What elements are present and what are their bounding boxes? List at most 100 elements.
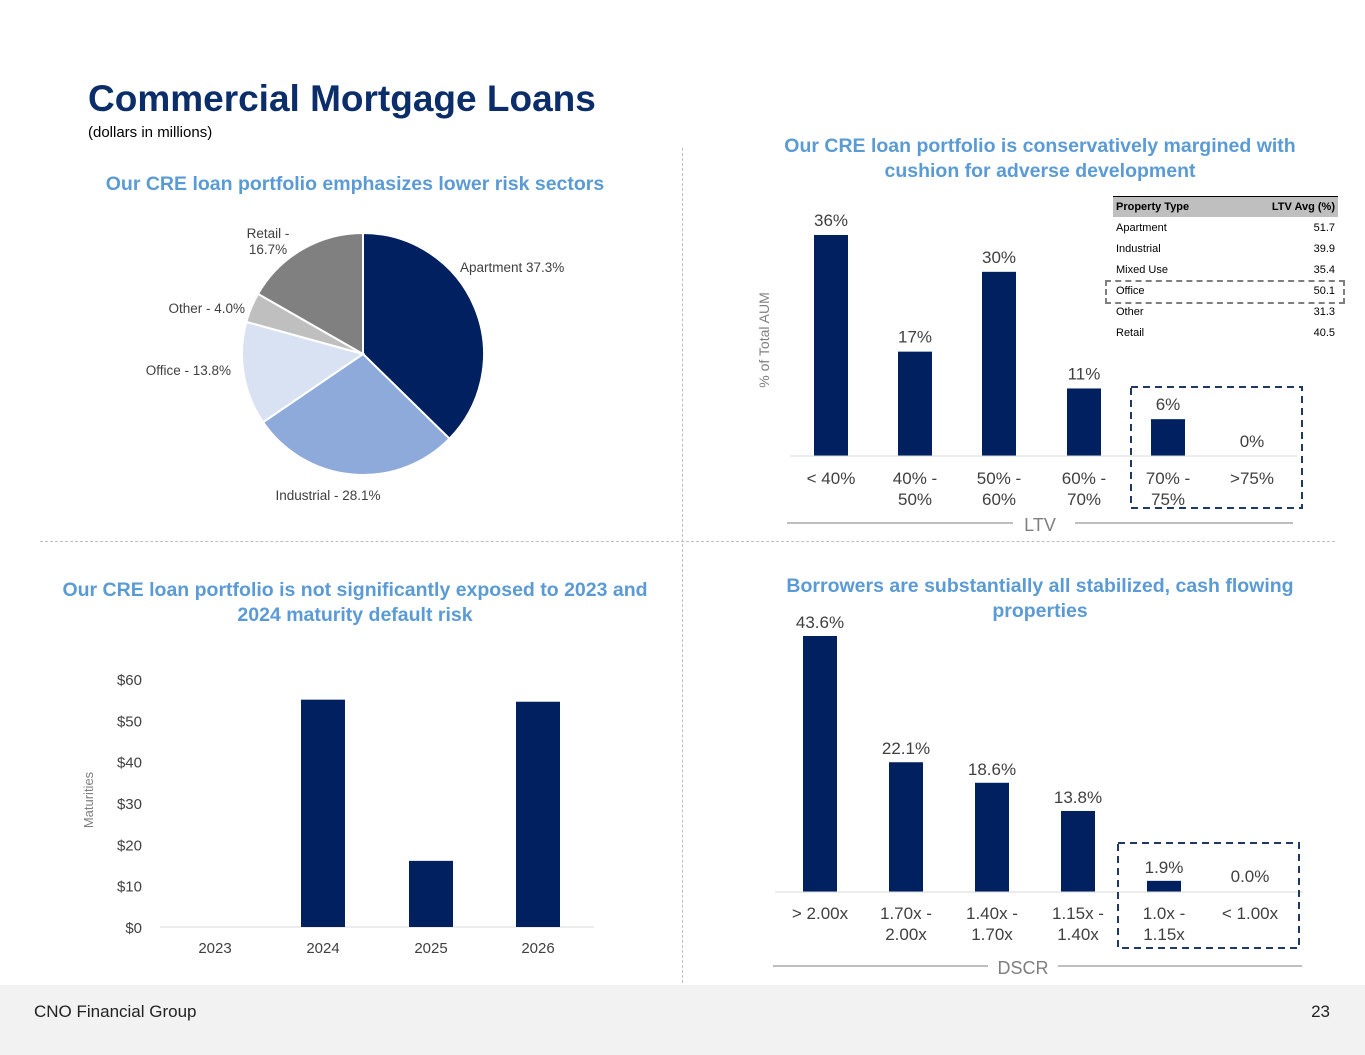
- ltv-table-cell: 35.4: [1313, 263, 1335, 276]
- table-row: Other 31.3: [1113, 301, 1338, 322]
- maturity-tick-label: $40: [117, 755, 142, 772]
- maturity-bar-chart: $0 $10 $20 $30 $40 $50 $60 2023 2024 2025 2026 Ma…: [81, 672, 594, 957]
- ltv-category-label: 50% -60%: [977, 469, 1021, 509]
- maturity-tick-label: $60: [117, 672, 142, 689]
- page-number: 23: [1311, 1002, 1330, 1021]
- ltv-table-cell: Other: [1116, 305, 1144, 318]
- ltv-data-label: 30%: [982, 248, 1016, 267]
- dscr-data-label: 13.8%: [1054, 788, 1102, 807]
- ltv-table-cell: 51.7: [1313, 221, 1335, 234]
- dscr-category-label: 1.15x -1.40x: [1052, 904, 1104, 944]
- ltv-bar: [982, 271, 1016, 456]
- ltv-table-cell: 39.9: [1313, 242, 1335, 255]
- maturity-bar: [516, 701, 560, 927]
- dscr-bar: [1147, 880, 1181, 892]
- pie-label: Office - 13.8%: [146, 363, 231, 378]
- ltv-ylabel: % of Total AUM: [756, 292, 772, 387]
- ltv-table-cell: Apartment: [1116, 221, 1167, 234]
- footer-company: CNO Financial Group: [34, 1002, 197, 1021]
- pie-slice: [241, 320, 366, 424]
- ltv-table-header-avg: LTV Avg (%): [1233, 196, 1338, 217]
- ltv-category-label: 60% -70%: [1062, 469, 1106, 509]
- vertical-divider: [682, 148, 683, 998]
- ltv-table-cell: Retail: [1116, 326, 1145, 339]
- page-subtitle: (dollars in millions): [88, 124, 213, 141]
- dscr-highlight-box: [1117, 842, 1300, 949]
- ltv-bar: [898, 351, 932, 456]
- ltv-table-cell: Industrial: [1116, 242, 1161, 255]
- ltv-category-label: 70% -75%: [1146, 469, 1190, 509]
- ltv-xlabel: LTV: [1024, 515, 1056, 535]
- table-row: Mixed Use 35.4: [1113, 259, 1338, 280]
- maturity-category-label: 2023: [198, 940, 231, 957]
- page-title: Commercial Mortgage Loans: [88, 78, 596, 119]
- ltv-bar: [1151, 419, 1185, 456]
- ltv-bar: [814, 235, 848, 456]
- dscr-bar: [803, 636, 837, 892]
- maturity-category-label: 2025: [414, 940, 447, 957]
- dscr-category-label: 1.40x -1.70x: [966, 904, 1018, 944]
- pie-label: Industrial - 28.1%: [275, 488, 380, 503]
- dscr-category-label: 1.0x -1.15x: [1143, 904, 1186, 944]
- ltv-heading: Our CRE loan portfolio is conservatively…: [784, 135, 1296, 182]
- maturity-bar: [409, 860, 453, 927]
- ltv-data-label: 17%: [898, 328, 932, 347]
- ltv-table-cell: 40.5: [1313, 326, 1335, 339]
- maturity-bar: [301, 699, 345, 927]
- maturity-tick-label: $30: [117, 796, 142, 813]
- ltv-data-label: 6%: [1156, 395, 1181, 414]
- maturity-tick-label: $0: [125, 920, 142, 937]
- pie-label: Other - 4.0%: [168, 301, 245, 316]
- maturity-ylabel: Maturities: [81, 771, 96, 828]
- table-row: Retail 40.5: [1113, 322, 1338, 343]
- sectors-heading: Our CRE loan portfolio emphasizes lower …: [105, 173, 605, 195]
- pie-label: Retail -16.7%: [247, 226, 290, 257]
- ltv-bar: [1067, 388, 1101, 456]
- dscr-data-label: 1.9%: [1145, 858, 1184, 877]
- ltv-category-label: >75%: [1230, 469, 1274, 488]
- maturity-heading: Our CRE loan portfolio is not significan…: [62, 579, 648, 626]
- dscr-category-label: < 1.00x: [1222, 904, 1279, 923]
- ltv-table: Property Type LTV Avg (%) Apartment 51.7 …: [1113, 196, 1338, 343]
- dscr-category-label: 1.70x -2.00x: [880, 904, 932, 944]
- dscr-bar: [975, 782, 1009, 892]
- dscr-xlabel: DSCR: [997, 958, 1048, 978]
- dscr-bar: [889, 762, 923, 892]
- ltv-table-cell: 50.1: [1313, 284, 1335, 297]
- table-row: Apartment 51.7: [1113, 217, 1338, 238]
- ltv-table-cell: Mixed Use: [1116, 263, 1168, 276]
- dscr-category-label: > 2.00x: [792, 904, 849, 923]
- maturity-category-label: 2024: [306, 940, 339, 957]
- ltv-data-label: 0%: [1240, 432, 1265, 451]
- maturity-tick-label: $50: [117, 713, 142, 730]
- sector-pie-chart: Apartment 37.3% Industrial - 28.1% Office …: [146, 226, 565, 503]
- maturity-category-label: 2026: [521, 940, 554, 957]
- dscr-data-label: 0.0%: [1231, 867, 1270, 886]
- dscr-heading: Borrowers are substantially all stabiliz…: [786, 575, 1294, 622]
- dscr-data-label: 22.1%: [882, 739, 930, 758]
- pie-slice: [362, 231, 485, 441]
- pie-slice: [261, 352, 451, 476]
- ltv-bar-chart: 36% 17% 30% 11% 6% 0% < 40% 40% -50% 50% -60% 60…: [756, 211, 1303, 535]
- table-row: Industrial 39.9: [1113, 238, 1338, 259]
- ltv-data-label: 36%: [814, 211, 848, 230]
- ltv-table-cell: Office: [1116, 284, 1145, 297]
- maturity-tick-label: $10: [117, 879, 142, 896]
- pie-label: Apartment 37.3%: [460, 260, 564, 275]
- office-row-highlight: [1105, 280, 1345, 304]
- ltv-category-label: 40% -50%: [893, 469, 937, 509]
- table-row: Office 50.1: [1113, 280, 1338, 301]
- horizontal-divider: [40, 541, 1335, 542]
- dscr-bar: [1061, 810, 1095, 892]
- maturity-tick-label: $20: [117, 837, 142, 854]
- footer-bar: [0, 985, 1365, 1055]
- ltv-highlight-box: [1130, 386, 1303, 509]
- pie-slice: [256, 231, 364, 356]
- ltv-data-label: 11%: [1068, 364, 1101, 383]
- dscr-bar-chart: 43.6% 22.1% 18.6% 13.8% 1.9% 0.0% > 2.00x 1.70…: [773, 613, 1303, 978]
- dscr-data-label: 43.6%: [796, 613, 844, 632]
- ltv-table-cell: 31.3: [1313, 305, 1335, 318]
- ltv-category-label: < 40%: [807, 469, 856, 488]
- dscr-data-label: 18.6%: [968, 760, 1016, 779]
- ltv-table-header-type: Property Type: [1113, 196, 1234, 217]
